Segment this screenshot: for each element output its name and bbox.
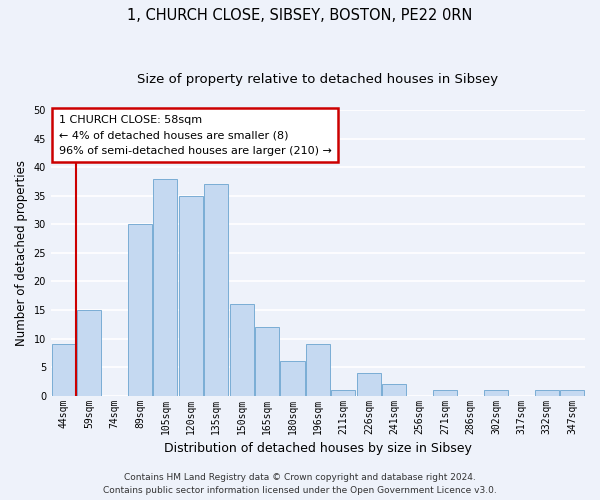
Bar (357, 373, 381, 396)
Bar (153, 179, 178, 396)
Bar (280, 362, 305, 396)
Bar (382, 384, 406, 396)
Bar (255, 327, 279, 396)
Bar (306, 344, 330, 396)
Bar (77, 310, 101, 396)
Text: 1, CHURCH CLOSE, SIBSEY, BOSTON, PE22 0RN: 1, CHURCH CLOSE, SIBSEY, BOSTON, PE22 0R… (127, 8, 473, 22)
X-axis label: Distribution of detached houses by size in Sibsey: Distribution of detached houses by size … (164, 442, 472, 455)
Bar (204, 184, 229, 396)
Bar (128, 224, 152, 396)
Bar (52, 344, 76, 396)
Bar (179, 196, 203, 396)
Bar (560, 390, 584, 396)
Y-axis label: Number of detached properties: Number of detached properties (15, 160, 28, 346)
Title: Size of property relative to detached houses in Sibsey: Size of property relative to detached ho… (137, 72, 499, 86)
Text: 1 CHURCH CLOSE: 58sqm
← 4% of detached houses are smaller (8)
96% of semi-detach: 1 CHURCH CLOSE: 58sqm ← 4% of detached h… (59, 114, 332, 156)
Bar (535, 390, 559, 396)
Bar (484, 390, 508, 396)
Bar (331, 390, 355, 396)
Bar (433, 390, 457, 396)
Text: Contains HM Land Registry data © Crown copyright and database right 2024.
Contai: Contains HM Land Registry data © Crown c… (103, 473, 497, 495)
Bar (230, 304, 254, 396)
